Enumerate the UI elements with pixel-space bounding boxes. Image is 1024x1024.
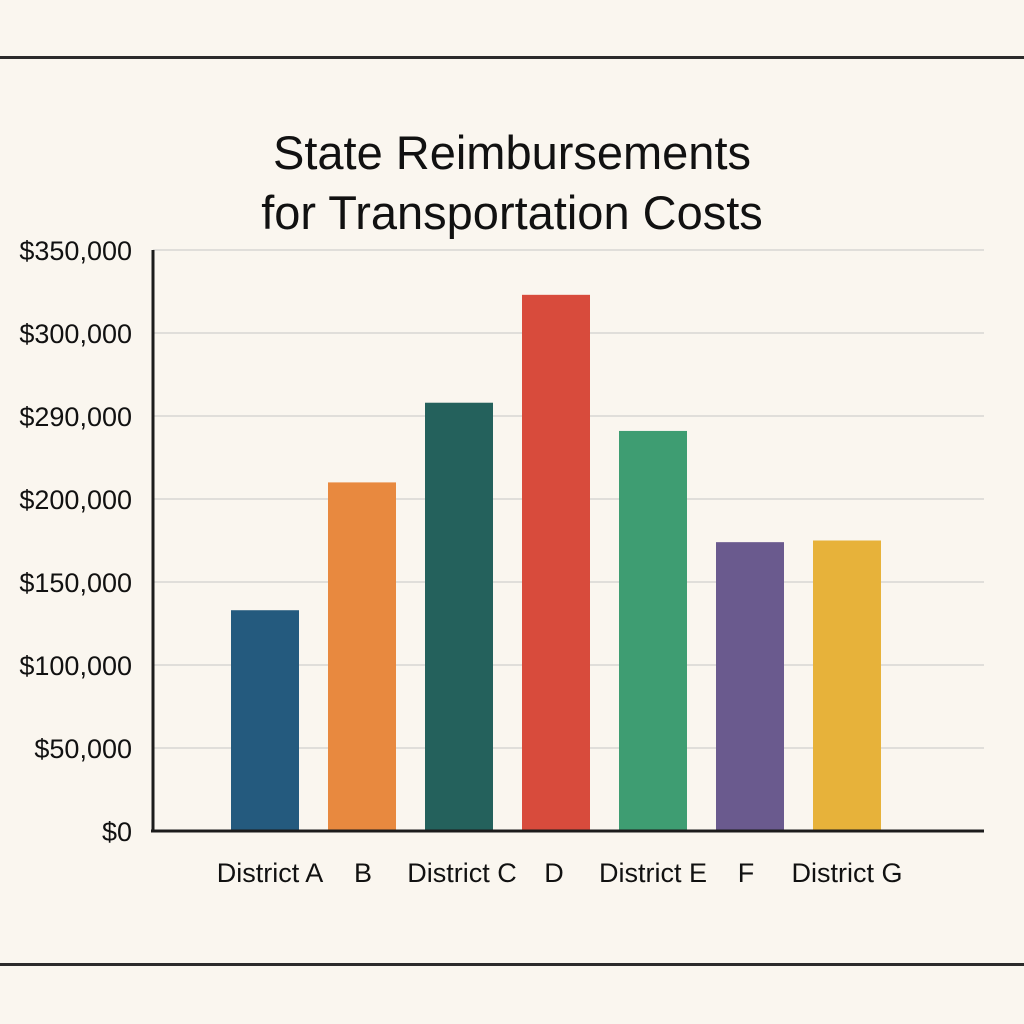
x-tick-label: D bbox=[544, 858, 564, 888]
y-tick-label: $0 bbox=[102, 817, 132, 847]
x-tick-label: F bbox=[738, 858, 755, 888]
chart-title-line-2: for Transportation Costs bbox=[261, 186, 763, 240]
y-tick-label: $150,000 bbox=[19, 568, 132, 598]
chart-title: State Reimbursements for Transportation … bbox=[0, 123, 1024, 243]
bar bbox=[425, 402, 493, 831]
bar bbox=[813, 540, 881, 831]
y-tick-label: $50,000 bbox=[34, 734, 132, 764]
bar bbox=[328, 482, 396, 831]
x-tick-label: District G bbox=[792, 858, 903, 888]
x-tick-label: District E bbox=[599, 858, 707, 888]
x-tick-label: District C bbox=[407, 858, 517, 888]
x-tick-label: District A bbox=[217, 858, 324, 888]
bar bbox=[619, 430, 687, 831]
y-tick-label: $100,000 bbox=[19, 651, 132, 681]
chart-title-line-1: State Reimbursements bbox=[272, 126, 752, 180]
bar bbox=[231, 610, 299, 831]
bottom-rule bbox=[0, 963, 1024, 966]
bar bbox=[522, 294, 590, 831]
y-tick-label: $350,000 bbox=[19, 236, 132, 266]
y-tick-label: $200,000 bbox=[19, 485, 132, 515]
top-rule bbox=[0, 56, 1024, 59]
y-tick-label: $300,000 bbox=[19, 319, 132, 349]
x-tick-label: B bbox=[354, 858, 372, 888]
y-tick-label: $290,000 bbox=[19, 402, 132, 432]
bar bbox=[716, 542, 784, 831]
